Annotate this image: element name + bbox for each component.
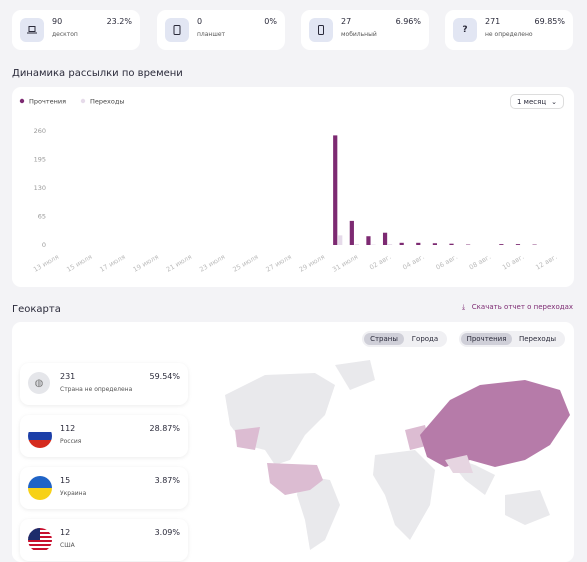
x-tick-label: 15 июля: [65, 253, 93, 274]
x-tick-label: 10 авг.: [501, 253, 525, 272]
y-tick-label: 0: [42, 241, 46, 249]
russia: [420, 380, 570, 467]
flag: [28, 476, 52, 500]
world-map: [205, 355, 575, 550]
country-count: 231: [60, 372, 75, 381]
x-tick-label: 29 июля: [298, 253, 326, 274]
stat-percent: 6.96%: [396, 17, 421, 26]
x-tick-label: 17 июля: [98, 253, 126, 274]
x-tick-label: 27 июля: [265, 253, 293, 274]
bar: [383, 233, 387, 245]
flag: [28, 424, 52, 448]
country-percent: 28.87%: [149, 424, 180, 433]
x-tick-label: 08 авг.: [468, 253, 492, 272]
country-percent: 59.54%: [149, 372, 180, 381]
stat-icon: [309, 18, 333, 42]
page: {"stats":[ {"icon":null,"count":"90","pe…: [0, 0, 587, 550]
toggle[interactable]: Города: [405, 333, 445, 345]
x-tick-label: 31 июля: [331, 253, 359, 274]
toggle[interactable]: Прочтения: [461, 333, 512, 345]
bar: [400, 243, 404, 245]
x-tick-label: 19 июля: [132, 253, 160, 274]
x-tick-label: 23 июля: [198, 253, 226, 274]
toggle-group: Страны Города: [362, 331, 447, 347]
bar: [333, 135, 337, 245]
stat-label: десктоп: [52, 31, 78, 38]
stat-count: 271: [485, 17, 500, 26]
y-tick-label: 260: [34, 127, 46, 135]
country-card: 15 Украина 3.87%: [20, 467, 188, 509]
stat-count: 0: [197, 17, 202, 26]
legend-label: Переходы: [90, 98, 124, 106]
stat-count: 90: [52, 17, 62, 26]
x-tick-label: 21 июля: [165, 253, 193, 274]
stat-card: 0 планшет 0%: [157, 10, 285, 50]
country-percent: 3.09%: [155, 528, 180, 537]
x-tick-label: 12 авг.: [534, 253, 558, 272]
legend-dot: [20, 99, 24, 103]
bar: [449, 244, 453, 245]
country-name: Страна не определена: [60, 386, 132, 393]
stat-icon: ?: [453, 18, 477, 42]
legend-dot: [81, 99, 85, 103]
bar: [338, 235, 342, 245]
stat-card: 90 десктоп 23.2%: [12, 10, 140, 50]
toggle[interactable]: Переходы: [512, 333, 563, 345]
stat-percent: 0%: [264, 17, 277, 26]
country-count: 12: [60, 528, 70, 537]
x-tick-label: 25 июля: [231, 253, 259, 274]
country-percent: 3.87%: [155, 476, 180, 485]
stat-label: мобильный: [341, 31, 377, 38]
country-card: 112 Россия 28.87%: [20, 415, 188, 457]
download-text: Скачать отчет о переходах: [472, 303, 573, 311]
country-card: 12 США 3.09%: [20, 519, 188, 561]
stat-label: планшет: [197, 31, 225, 38]
y-tick-label: 65: [38, 213, 46, 221]
stat-count: 27: [341, 17, 351, 26]
bar: [416, 243, 420, 245]
x-tick-label: 13 июля: [32, 253, 60, 274]
country-count: 15: [60, 476, 70, 485]
bar: [366, 236, 370, 245]
stat-card: 27 мобильный 6.96%: [301, 10, 429, 50]
bar: [350, 221, 354, 245]
stat-icon: [20, 18, 44, 42]
x-tick-label: 02 авг.: [368, 253, 392, 272]
toggle[interactable]: Страны: [364, 333, 404, 345]
bar: [499, 244, 503, 245]
bar: [516, 244, 520, 245]
flag: ◍: [28, 372, 50, 394]
country-count: 112: [60, 424, 75, 433]
section-title: Геокарта: [12, 304, 61, 315]
download-link[interactable]: ⤓ Скачать отчет о переходах: [462, 303, 573, 312]
y-tick-label: 195: [34, 156, 46, 164]
bar: [388, 244, 392, 245]
x-tick-label: 04 авг.: [401, 253, 425, 272]
bar: [433, 243, 437, 245]
country-name: США: [60, 542, 75, 549]
country-name: Украина: [60, 490, 86, 497]
stat-label: не определено: [485, 31, 533, 38]
toggle-group: Прочтения Переходы: [459, 331, 565, 347]
country-name: Россия: [60, 438, 81, 445]
y-tick-label: 130: [34, 184, 46, 192]
flag: [28, 528, 52, 552]
country-card: ◍ 231 Страна не определена 59.54%: [20, 363, 188, 405]
bar: [355, 244, 359, 245]
x-tick-label: 06 авг.: [435, 253, 459, 272]
stat-percent: 69.85%: [534, 17, 565, 26]
legend-label: Прочтения: [29, 98, 66, 106]
stat-icon: [165, 18, 189, 42]
stat-percent: 23.2%: [107, 17, 132, 26]
